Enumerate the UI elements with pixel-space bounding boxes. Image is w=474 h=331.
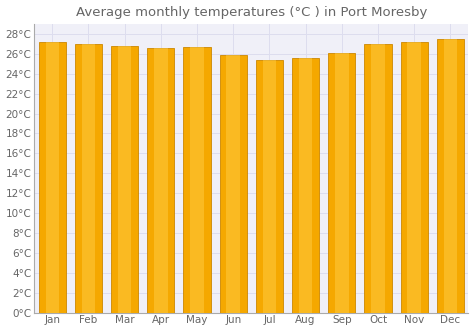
Bar	[118, 46, 131, 313]
Bar	[154, 48, 168, 313]
Bar	[437, 39, 464, 313]
Bar	[371, 44, 385, 313]
Bar	[183, 47, 210, 313]
Bar	[147, 48, 174, 313]
Bar	[263, 60, 276, 313]
Bar	[256, 60, 283, 313]
Bar	[299, 58, 312, 313]
Title: Average monthly temperatures (°C ) in Port Moresby: Average monthly temperatures (°C ) in Po…	[76, 6, 427, 19]
Bar	[190, 47, 204, 313]
Bar	[444, 39, 457, 313]
Bar	[335, 53, 348, 313]
Bar	[401, 42, 428, 313]
Bar	[227, 55, 240, 313]
Bar	[75, 44, 102, 313]
Bar	[292, 58, 319, 313]
Bar	[46, 42, 59, 313]
Bar	[39, 42, 66, 313]
Bar	[407, 42, 421, 313]
Bar	[111, 46, 138, 313]
Bar	[82, 44, 95, 313]
Bar	[219, 55, 247, 313]
Bar	[365, 44, 392, 313]
Bar	[328, 53, 356, 313]
